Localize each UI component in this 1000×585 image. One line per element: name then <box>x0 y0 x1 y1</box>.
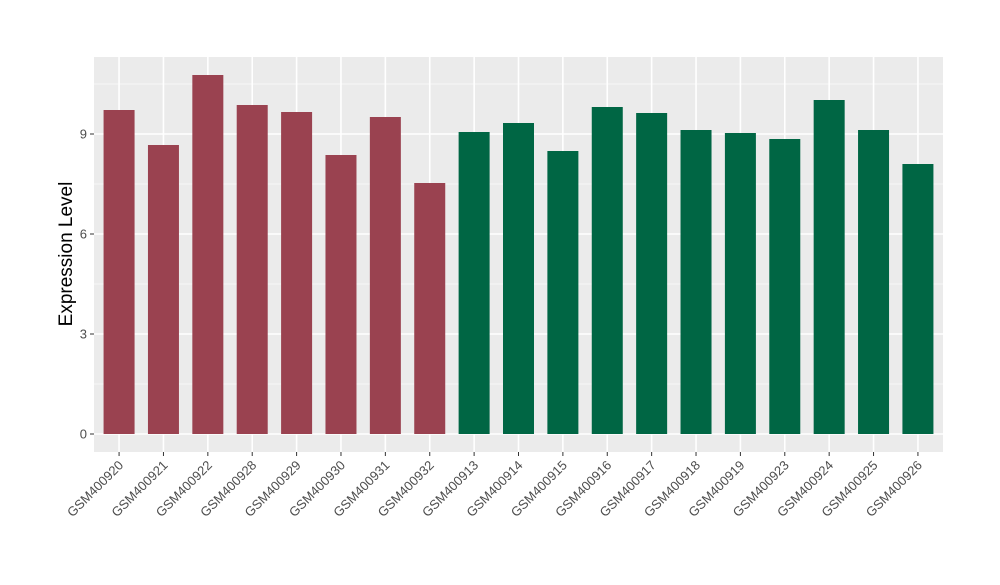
bar-GSM400930 <box>325 155 357 434</box>
bar-GSM400928 <box>236 105 268 434</box>
bar-GSM400920 <box>103 110 135 434</box>
bar-GSM400931 <box>369 117 401 434</box>
y-tick-label: 0 <box>80 427 87 442</box>
bar-GSM400926 <box>902 164 934 434</box>
bar-GSM400929 <box>281 112 313 434</box>
bar-GSM400932 <box>414 183 446 434</box>
bar-GSM400917 <box>636 113 668 434</box>
y-tick-label: 9 <box>80 127 87 142</box>
bar-GSM400916 <box>591 107 623 434</box>
bar-GSM400915 <box>547 151 579 434</box>
bar-GSM400922 <box>192 75 224 434</box>
y-tick-label: 3 <box>80 327 87 342</box>
y-tick-label: 6 <box>80 227 87 242</box>
bar-GSM400918 <box>680 130 712 434</box>
bar-GSM400914 <box>503 123 534 434</box>
y-axis-label: Expression Level <box>56 182 77 327</box>
bar-GSM400921 <box>147 145 179 434</box>
bar-GSM400919 <box>724 133 756 434</box>
bar-GSM400923 <box>769 139 801 434</box>
bar-GSM400925 <box>858 130 890 434</box>
bar-GSM400913 <box>458 132 490 434</box>
bar-GSM400924 <box>813 100 845 434</box>
